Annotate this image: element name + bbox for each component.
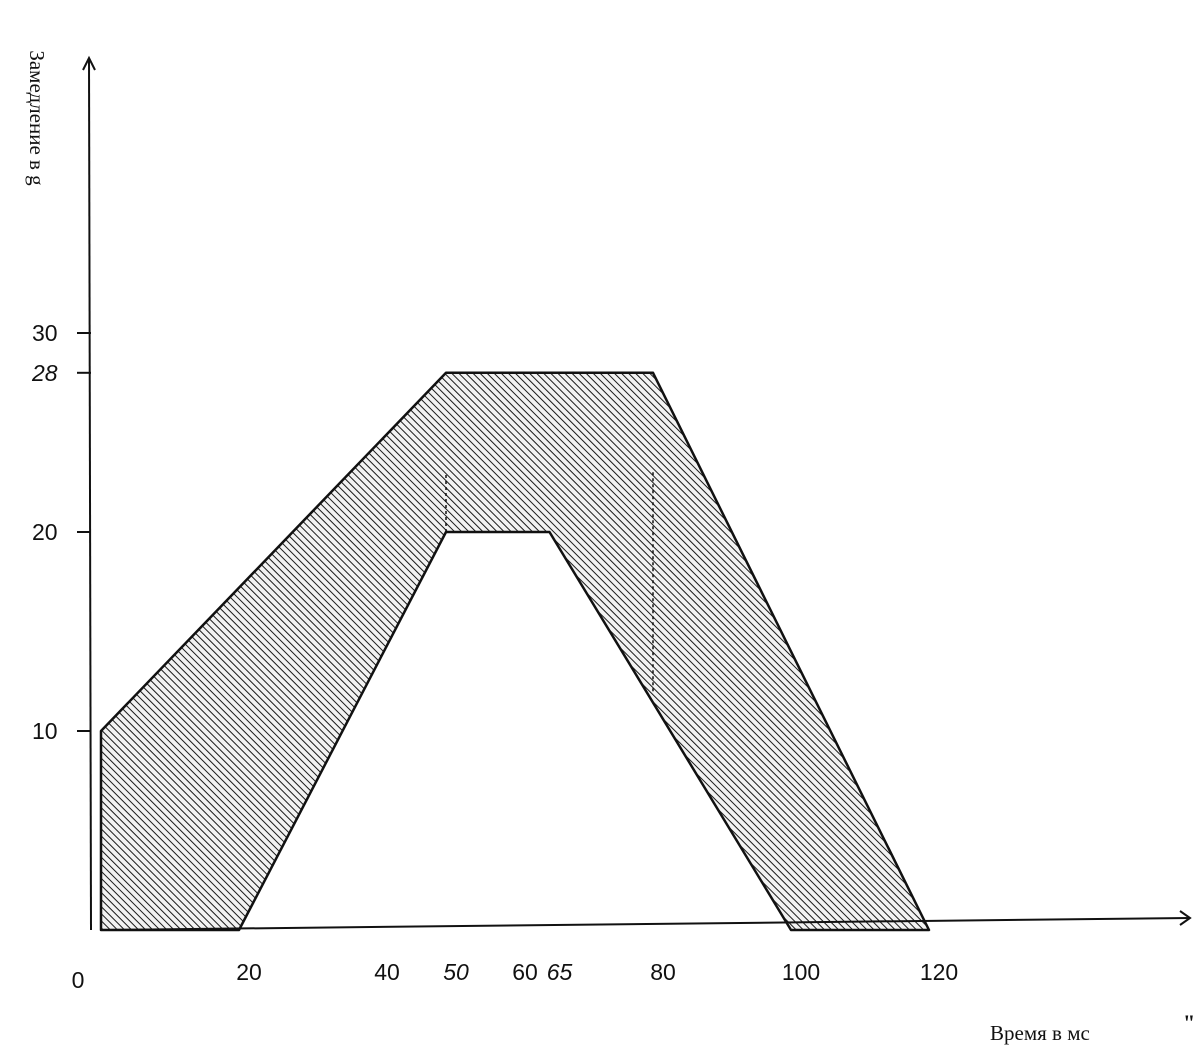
y-axis-title: Замедление в g [25,50,49,186]
y-ticks: 10 20 28 30 [31,320,91,744]
x-tick-label-120: 120 [920,959,958,985]
x-tick-label-50: 50 [443,959,469,985]
x-axis [100,917,1191,931]
stray-mark: " [1183,1010,1195,1035]
x-tick-label-65: 65 [547,959,573,985]
y-tick-label-20: 20 [32,519,58,545]
x-tick-label-20: 20 [236,959,262,985]
y-axis-arrow [82,55,96,71]
x-tick-label-0: 0 [72,967,85,993]
y-tick-label-28: 28 [31,360,58,386]
corridor-band [99,371,931,932]
x-tick-label-40: 40 [374,959,400,985]
x-tick-label-100: 100 [782,959,820,985]
y-tick-label-30: 30 [32,320,58,346]
x-axis-arrow [1179,910,1192,926]
x-ticks: 0 20 40 50 60 65 80 100 120 [72,959,959,993]
x-tick-label-60: 60 [512,959,538,985]
x-axis-title: Время в мс [990,1021,1090,1045]
x-tick-label-80: 80 [650,959,676,985]
marker-lines [445,472,654,692]
y-axis [88,57,92,931]
y-tick-label-10: 10 [32,718,58,744]
